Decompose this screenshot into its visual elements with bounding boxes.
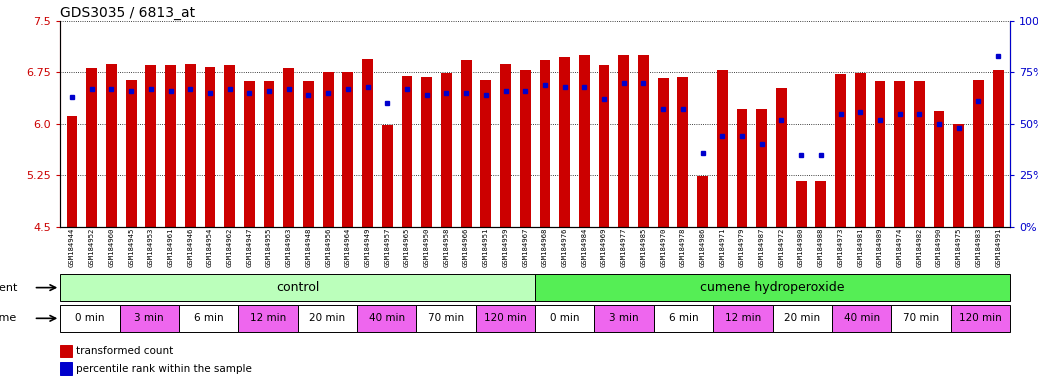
Text: 20 min: 20 min: [309, 313, 346, 323]
Text: cumene hydroperoxide: cumene hydroperoxide: [701, 281, 845, 294]
Bar: [816, 181, 826, 227]
Bar: [678, 76, 688, 227]
Bar: [619, 55, 629, 227]
Bar: [796, 181, 807, 227]
Bar: [933, 111, 945, 227]
Bar: [953, 124, 964, 227]
Bar: [86, 68, 98, 227]
Text: 40 min: 40 min: [368, 313, 405, 323]
Bar: [481, 80, 491, 227]
Bar: [106, 64, 117, 227]
Bar: [323, 72, 333, 227]
Bar: [224, 65, 235, 227]
Bar: [737, 109, 747, 227]
Bar: [595, 305, 654, 332]
Bar: [559, 58, 570, 227]
Bar: [416, 305, 475, 332]
Text: 12 min: 12 min: [250, 313, 286, 323]
Bar: [60, 345, 72, 357]
Bar: [992, 70, 1004, 227]
Bar: [60, 274, 536, 301]
Bar: [658, 78, 668, 227]
Text: percentile rank within the sample: percentile rank within the sample: [77, 364, 252, 374]
Bar: [772, 305, 831, 332]
Bar: [185, 64, 196, 227]
Bar: [165, 65, 176, 227]
Bar: [461, 60, 471, 227]
Text: 6 min: 6 min: [194, 313, 223, 323]
Bar: [717, 70, 728, 227]
Bar: [776, 88, 787, 227]
Text: 3 min: 3 min: [609, 313, 639, 323]
Bar: [836, 74, 846, 227]
Bar: [357, 305, 416, 332]
Bar: [698, 176, 708, 227]
Text: 40 min: 40 min: [844, 313, 879, 323]
Bar: [599, 65, 609, 227]
Bar: [520, 70, 530, 227]
Bar: [757, 109, 767, 227]
Bar: [264, 81, 274, 227]
Text: 120 min: 120 min: [484, 313, 526, 323]
Text: 20 min: 20 min: [784, 313, 820, 323]
Bar: [441, 73, 452, 227]
Text: GDS3035 / 6813_at: GDS3035 / 6813_at: [60, 6, 195, 20]
Bar: [951, 305, 1010, 332]
Text: control: control: [276, 281, 320, 294]
Bar: [855, 73, 866, 227]
Bar: [179, 305, 239, 332]
Bar: [913, 81, 925, 227]
Bar: [362, 59, 373, 227]
Bar: [145, 65, 157, 227]
Bar: [298, 305, 357, 332]
Bar: [536, 305, 595, 332]
Bar: [540, 60, 550, 227]
Bar: [343, 72, 353, 227]
Text: 3 min: 3 min: [135, 313, 164, 323]
Bar: [892, 305, 951, 332]
Bar: [579, 55, 590, 227]
Bar: [66, 116, 78, 227]
Text: 0 min: 0 min: [550, 313, 579, 323]
Bar: [60, 305, 119, 332]
Bar: [382, 125, 392, 227]
Bar: [894, 81, 905, 227]
Bar: [126, 80, 137, 227]
Bar: [119, 305, 179, 332]
Text: 0 min: 0 min: [75, 313, 105, 323]
Text: 70 min: 70 min: [428, 313, 464, 323]
Text: 6 min: 6 min: [668, 313, 699, 323]
Text: agent: agent: [0, 283, 18, 293]
Bar: [303, 81, 313, 227]
Bar: [60, 362, 72, 375]
Bar: [874, 81, 885, 227]
Text: 120 min: 120 min: [959, 313, 1002, 323]
Text: transformed count: transformed count: [77, 346, 173, 356]
Bar: [421, 77, 432, 227]
Bar: [500, 64, 511, 227]
Text: time: time: [0, 313, 18, 323]
Bar: [204, 67, 215, 227]
Bar: [536, 274, 1010, 301]
Text: 12 min: 12 min: [725, 313, 761, 323]
Bar: [638, 55, 649, 227]
Bar: [244, 81, 254, 227]
Bar: [654, 305, 713, 332]
Bar: [283, 68, 294, 227]
Text: 70 min: 70 min: [903, 313, 939, 323]
Bar: [973, 80, 984, 227]
Bar: [239, 305, 298, 332]
Bar: [713, 305, 772, 332]
Bar: [475, 305, 536, 332]
Bar: [402, 76, 412, 227]
Bar: [831, 305, 892, 332]
